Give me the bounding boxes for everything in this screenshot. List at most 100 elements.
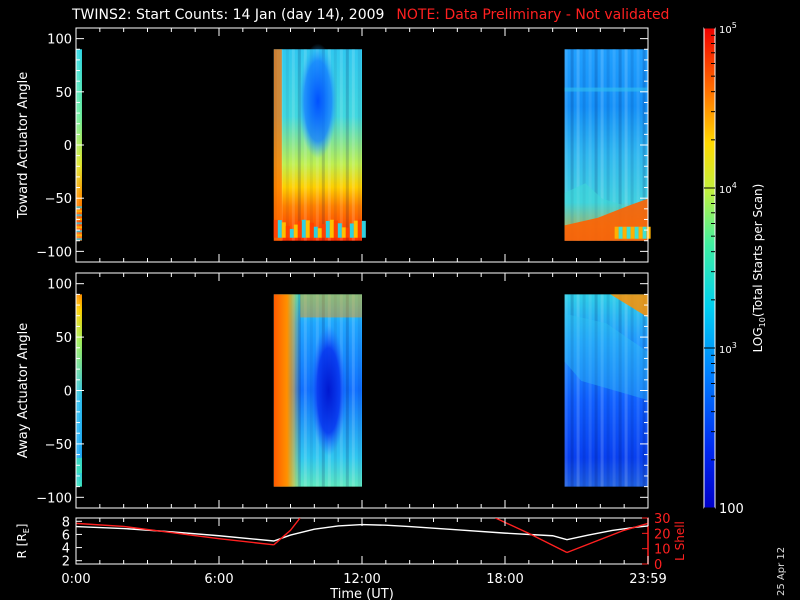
- high-count-band: [273, 294, 301, 487]
- preliminary-note: NOTE: Data Preliminary - Not validated: [396, 7, 670, 23]
- noise-cell: [325, 220, 330, 238]
- noise-cell: [614, 226, 619, 239]
- stripe: [576, 294, 580, 487]
- colorbar-tick-base: 10: [719, 185, 732, 196]
- colorbar-tick-base: 10: [719, 345, 732, 356]
- noise-cell: [341, 227, 346, 238]
- stripe: [357, 294, 361, 487]
- noise-cell: [357, 219, 362, 238]
- noise-cell: [642, 226, 647, 239]
- stripe: [582, 294, 586, 487]
- colorbar-label-sub: 10: [758, 317, 767, 327]
- noise-cell: [622, 226, 627, 239]
- noise-cell: [313, 226, 318, 238]
- lshell-series-line: [566, 522, 648, 554]
- noise-cell: [76, 210, 82, 213]
- noise-cell: [305, 220, 310, 238]
- data-block-away_late: [564, 294, 648, 487]
- stripe: [630, 294, 634, 487]
- x-tick-label: 23:59: [629, 572, 666, 587]
- stripe: [624, 49, 628, 241]
- y-axis-label-end: ]: [15, 524, 29, 529]
- noise-cell: [646, 226, 651, 239]
- stripe: [345, 294, 349, 487]
- stripe: [564, 294, 568, 487]
- away-angle-panel: 100 50 0 −50 −100 Away Actuator Angle: [16, 272, 649, 509]
- y-tick-label: 0: [64, 139, 72, 154]
- y2-tick-label: 0: [654, 558, 662, 573]
- noise-cell: [361, 220, 366, 238]
- stripe: [582, 49, 586, 241]
- stripe: [594, 49, 598, 241]
- stripe: [357, 49, 361, 241]
- colorbar-tick-base: 100: [719, 502, 744, 517]
- noise-cell: [76, 230, 82, 233]
- y2-axis-label: L Shell: [673, 521, 687, 561]
- noise-cell: [634, 226, 639, 239]
- noise-cell: [309, 222, 314, 238]
- noise-cell: [337, 223, 342, 238]
- noise-cell: [76, 214, 82, 217]
- high-count-band: [610, 294, 648, 318]
- noise-cell: [293, 224, 298, 238]
- stripe: [351, 49, 355, 241]
- colorbar-tick-base: 10: [719, 25, 732, 36]
- noise-cell: [349, 223, 354, 238]
- band: [564, 313, 648, 401]
- x-axis-label: Time (UT): [329, 587, 394, 600]
- stripe: [588, 294, 592, 487]
- y-tick-label: −50: [45, 438, 72, 453]
- noise-cell: [626, 226, 631, 239]
- y-axis-label: Toward Actuator Angle: [16, 72, 31, 219]
- noise-cell: [345, 227, 350, 238]
- stripe: [297, 49, 301, 241]
- r-series-line: [76, 523, 648, 542]
- stripe: [618, 294, 622, 487]
- lshell-series-line: [495, 518, 568, 554]
- stripe: [624, 294, 628, 487]
- noise-cell: [329, 219, 334, 238]
- stripe: [588, 49, 592, 241]
- noise-cell: [321, 224, 326, 238]
- colorbar-tick-exp: 4: [732, 181, 737, 190]
- stripe: [570, 294, 574, 487]
- noise-cell: [273, 219, 278, 238]
- noise-cell: [76, 238, 82, 241]
- y-axis-label: Away Actuator Angle: [16, 323, 31, 458]
- stripe: [606, 49, 610, 241]
- data-block-fill: [564, 294, 648, 487]
- stripe: [600, 294, 604, 487]
- x-tick-label: 12:00: [343, 572, 380, 587]
- noise-cell: [317, 228, 322, 238]
- stripe: [303, 294, 307, 487]
- stripe: [345, 49, 349, 241]
- noise-cell: [76, 226, 82, 229]
- y-tick-label: −50: [45, 192, 72, 207]
- y-tick-label: 8: [62, 515, 70, 530]
- y-tick-label: 0: [64, 385, 72, 400]
- colorbar-tick-label: 104: [719, 181, 737, 196]
- noise-cell: [76, 222, 82, 225]
- noise-cell: [76, 206, 82, 209]
- data-block-toward_mid: [273, 43, 366, 241]
- noise-cell: [277, 220, 282, 238]
- noise-cell: [76, 234, 82, 237]
- colorbar-tick-label: 105: [719, 21, 737, 36]
- noise-cell: [297, 221, 302, 238]
- stripe: [600, 49, 604, 241]
- y2-tick-label: 10: [654, 543, 671, 558]
- stripe: [612, 294, 616, 487]
- colorbar-tick-label: 103: [719, 341, 737, 356]
- y-tick-label: −100: [36, 491, 72, 506]
- y-tick-label: 100: [47, 278, 72, 293]
- colorbar-label: LOG10(Total Starts per Scan): [751, 184, 767, 353]
- stripe: [303, 49, 307, 241]
- noise-cell: [285, 226, 290, 238]
- toward-angle-panel: 100 50 0 −50 −100 Toward Actuator Angle: [16, 27, 651, 263]
- y-tick-label: 6: [62, 528, 70, 543]
- stripe: [339, 49, 343, 241]
- stripe: [636, 294, 640, 487]
